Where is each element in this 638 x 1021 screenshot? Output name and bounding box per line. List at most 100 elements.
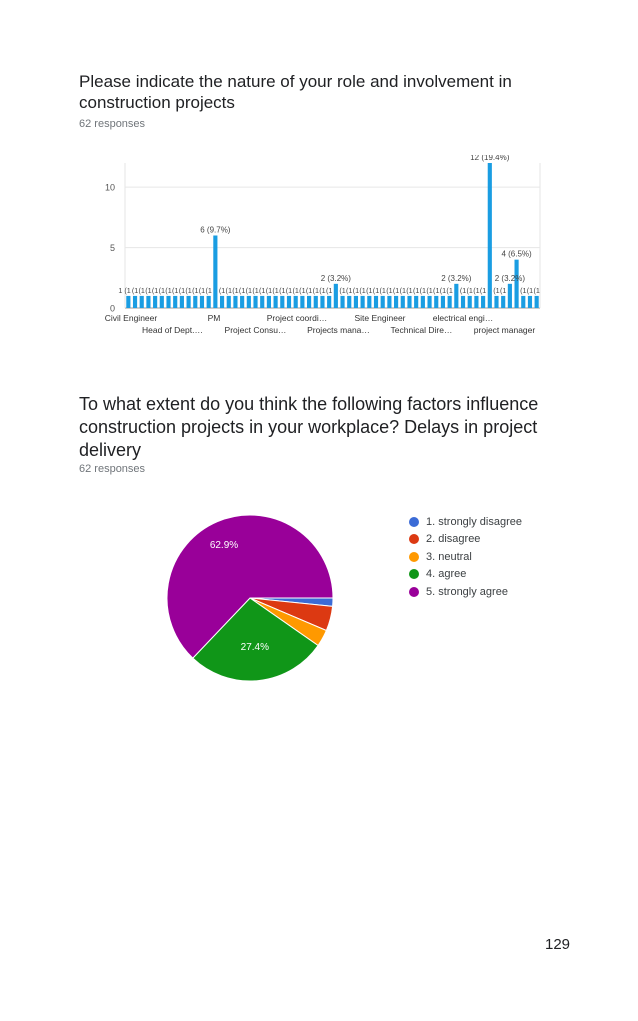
bar-data-label: (1: [433, 286, 439, 295]
bar-data-label: (1: [306, 286, 312, 295]
bar-data-label: (1: [326, 286, 332, 295]
bar-data-label: (1: [286, 286, 292, 295]
bar: [320, 295, 325, 308]
page-number: 129: [545, 936, 571, 953]
bar-data-label: 12 (19.4%): [470, 155, 509, 162]
bar-data-label: (1: [139, 286, 145, 295]
bar: [400, 295, 405, 308]
bar: [360, 295, 365, 308]
legend-swatch: [409, 534, 419, 545]
bar-data-label: (1: [132, 286, 138, 295]
bar: [373, 295, 379, 308]
bar: [293, 295, 298, 308]
legend-swatch: [409, 516, 419, 527]
bar: [179, 295, 184, 308]
bar-data-label: (1: [379, 286, 385, 295]
legend-swatch: [409, 551, 419, 562]
bar-data-label: 1 (1: [118, 286, 130, 295]
bar-data-label: (1: [527, 286, 533, 295]
bar-data-label: (1: [520, 286, 526, 295]
legend-item: 5. strongly agree: [409, 583, 522, 601]
bar: [534, 295, 539, 308]
bar-data-label: (1: [533, 286, 539, 295]
bar: [414, 295, 419, 308]
bar-data-label: (1: [339, 286, 345, 295]
bar-data-label: (1: [440, 286, 446, 295]
bar-data-label: (1: [279, 286, 285, 295]
bar-data-label: (1: [179, 286, 185, 295]
pie-data-label: 27.4%: [241, 642, 269, 653]
bar: [420, 295, 425, 308]
legend-label: 4. agree: [426, 568, 467, 581]
bar-data-label: (1: [346, 286, 352, 295]
bar: [260, 295, 265, 308]
bar: [153, 295, 158, 308]
bar: [474, 295, 479, 308]
bar-data-label: (1: [420, 286, 426, 295]
bar: [313, 295, 318, 308]
bar: [501, 295, 506, 308]
bar-data-label: (1: [152, 286, 158, 295]
bar: [273, 295, 278, 308]
bar: [266, 295, 271, 308]
bar: [280, 295, 285, 308]
bar-data-label: (1: [460, 286, 466, 295]
bar: [347, 295, 352, 308]
bar: [139, 295, 144, 308]
question2-response-count: 62 responses: [79, 463, 146, 475]
bar: [253, 295, 258, 308]
bar-data-label: (1: [500, 286, 506, 295]
bar: [166, 295, 171, 308]
bar-data-label: (1: [480, 286, 486, 295]
bar-data-label: (1: [292, 286, 298, 295]
bar: [394, 295, 399, 308]
bar-data-label: (1: [413, 286, 419, 295]
legend-label: 2. disagree: [426, 533, 481, 546]
bar: [387, 295, 392, 308]
bar-data-label: 4 (6.5%): [501, 250, 532, 259]
bar-data-label: (1: [473, 286, 479, 295]
legend-item: 4. agree: [409, 566, 522, 584]
legend-item: 3. neutral: [409, 548, 522, 566]
bar-data-label: (1: [319, 286, 325, 295]
bar: [380, 295, 385, 308]
bar: [367, 295, 372, 308]
bar: [193, 295, 198, 308]
bar: [199, 295, 205, 308]
bar-data-label: (1: [165, 286, 171, 295]
bar-data-label: (1: [246, 286, 252, 295]
legend-item: 2. disagree: [409, 531, 522, 549]
bar-data-label: (1: [467, 286, 473, 295]
x-tick-label: electrical engi…: [433, 313, 493, 323]
bar-data-label: 2 (3.2%): [441, 274, 472, 283]
bar-data-label: 6 (9.7%): [200, 226, 231, 235]
bar: [213, 235, 218, 308]
legend-item: 1. strongly disagree: [409, 513, 522, 531]
bar: [306, 295, 312, 308]
bar-data-label: (1: [232, 286, 238, 295]
legend-swatch: [409, 569, 419, 580]
bar-data-label: 2 (3.2%): [321, 274, 352, 283]
bar: [233, 295, 238, 308]
pie-legend: 1. strongly disagree 2. disagree 3. neutra…: [409, 513, 522, 601]
bar-data-label: (1: [219, 286, 225, 295]
bar-data-label: (1: [205, 286, 211, 295]
bar: [521, 295, 526, 308]
bar-data-label: (1: [366, 286, 372, 295]
bar: [246, 295, 251, 308]
bar-data-label: (1: [266, 286, 272, 295]
bar-data-label: 2 (3.2%): [495, 274, 526, 283]
x-tick-label: Projects mana…: [307, 325, 370, 335]
bar: [286, 295, 292, 308]
bar: [132, 295, 138, 308]
bar: [300, 295, 305, 308]
bar-data-label: (1: [493, 286, 499, 295]
bar-data-label: (1: [373, 286, 379, 295]
bar: [159, 295, 164, 308]
pie-slice: [192, 597, 319, 682]
bar-data-label: (1: [259, 286, 265, 295]
x-tick-label: Technical Dire…: [391, 325, 453, 335]
bar: [333, 283, 338, 308]
legend-label: 1. strongly disagree: [426, 515, 522, 528]
